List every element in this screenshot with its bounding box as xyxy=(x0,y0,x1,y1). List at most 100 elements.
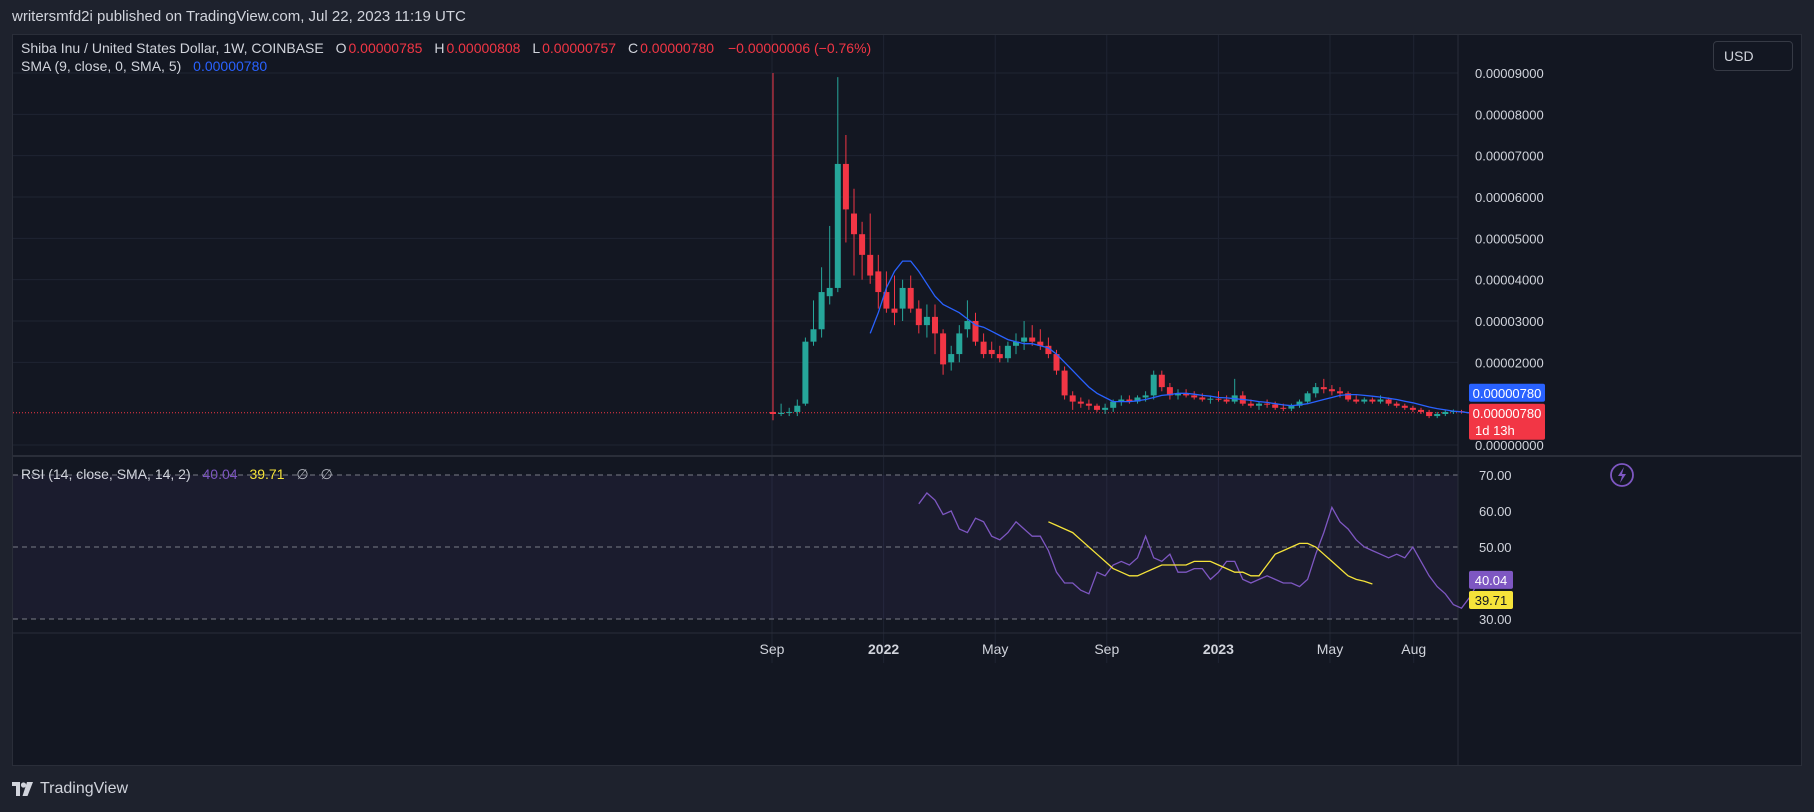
candle-body xyxy=(867,254,874,276)
candle xyxy=(1134,395,1141,404)
candle xyxy=(923,304,930,338)
candle-body xyxy=(1312,387,1319,394)
price-tick-label: 0.00000000 xyxy=(1475,438,1544,453)
candle xyxy=(1312,383,1319,398)
candle xyxy=(1150,370,1157,400)
candle xyxy=(794,399,801,417)
candle xyxy=(883,271,890,313)
candle-body xyxy=(1369,399,1376,402)
candle-body xyxy=(1126,399,1133,402)
candle-body xyxy=(932,316,938,334)
price-tick-label: 0.00006000 xyxy=(1475,190,1544,205)
candle xyxy=(842,135,849,243)
candle-body xyxy=(826,287,833,297)
candle-body xyxy=(1110,401,1117,408)
rsi-value-badge-bg xyxy=(1469,570,1513,589)
sma-legend-value: 0.00000780 xyxy=(193,58,268,74)
tradingview-logo-icon xyxy=(12,782,33,796)
candle xyxy=(786,407,793,417)
candle xyxy=(1256,401,1262,410)
rsi-tick-label: 60.00 xyxy=(1479,504,1512,519)
candle-body xyxy=(1385,399,1392,404)
candle xyxy=(907,275,914,313)
last-price-badge-bg xyxy=(1469,403,1545,440)
price-tick-label: 0.00005000 xyxy=(1475,231,1544,246)
time-tick-label: May xyxy=(982,641,1008,657)
price-tick-label: 0.00009000 xyxy=(1475,66,1544,81)
candle-body xyxy=(1377,399,1384,402)
candle xyxy=(1409,405,1416,412)
candle xyxy=(1013,333,1019,355)
candle xyxy=(1215,391,1222,402)
candle-body xyxy=(842,163,849,210)
sma-legend[interactable]: SMA (9, close, 0, SMA, 5) 0.00000780 xyxy=(21,58,269,74)
candle-body xyxy=(875,271,882,293)
candle-body xyxy=(1296,401,1303,406)
candle-body xyxy=(988,349,995,355)
rsi-legend[interactable]: RSI (14, close, SMA, 14, 2) 40.04 39.71 … xyxy=(21,466,335,483)
sma-price-badge-bg xyxy=(1469,383,1545,402)
candle-body xyxy=(883,292,890,309)
candle-body xyxy=(1191,395,1198,398)
candle-body xyxy=(1361,399,1368,402)
candle xyxy=(778,403,785,417)
candle-body xyxy=(1069,395,1076,402)
candle-body xyxy=(1401,405,1408,408)
candle-body xyxy=(915,308,922,326)
candle xyxy=(899,279,906,321)
candle xyxy=(1320,378,1327,394)
sma-price-badge-label: 0.00000780 xyxy=(1473,386,1542,401)
rsi-ma-legend-value: 39.71 xyxy=(249,466,285,482)
null-symbol-1: ∅ xyxy=(296,466,309,482)
candle-body xyxy=(1085,403,1092,406)
lightning-icon-bolt xyxy=(1618,467,1626,483)
candle-body xyxy=(964,321,971,330)
candle xyxy=(1102,403,1109,414)
candle xyxy=(972,312,979,346)
candle xyxy=(1231,378,1238,404)
candle-body xyxy=(1158,374,1165,388)
candle xyxy=(1401,403,1408,410)
time-tick-label: 2023 xyxy=(1203,641,1234,657)
candle-body xyxy=(1288,405,1295,409)
candle-body xyxy=(1102,407,1109,410)
candle xyxy=(1353,395,1360,404)
time-tick-label: Aug xyxy=(1401,641,1426,657)
candle-body xyxy=(1418,409,1424,412)
last-price-badge: 0.00000780 1d 13h xyxy=(1469,403,1545,440)
candle-body xyxy=(891,308,898,313)
rsi-legend-value: 40.04 xyxy=(202,466,238,482)
candle xyxy=(1158,370,1165,392)
candle xyxy=(1166,383,1173,400)
candle-body xyxy=(859,234,866,255)
legend-low-label: L xyxy=(532,40,541,56)
chart-canvas[interactable]: 0.00009000 0.00008000 0.00007000 0.00006000… xyxy=(13,35,1802,766)
candle-body xyxy=(1215,398,1222,400)
rsi-value-badge: 40.04 xyxy=(1469,570,1513,589)
main-legend[interactable]: Shiba Inu / United States Dollar, 1W, CO… xyxy=(21,40,873,56)
candle xyxy=(1077,397,1084,408)
footer-brand[interactable]: TradingView xyxy=(12,780,128,798)
currency-selector[interactable]: USD xyxy=(1713,41,1793,71)
rsi-axis: 70.00 60.00 50.00 30.00 xyxy=(1479,468,1512,627)
candle-body xyxy=(1166,387,1173,396)
candle-body xyxy=(1223,399,1230,402)
candle xyxy=(1199,393,1206,402)
candle xyxy=(1004,341,1011,363)
candle-body xyxy=(1247,403,1254,406)
candle xyxy=(826,225,833,305)
candle xyxy=(1434,411,1441,419)
candle-body xyxy=(972,321,979,342)
rsi-legend-label[interactable]: RSI (14, close, SMA, 14, 2) xyxy=(21,466,191,482)
candle-body xyxy=(1207,398,1214,400)
candle-body xyxy=(1393,403,1400,406)
sma-legend-label[interactable]: SMA (9, close, 0, SMA, 5) xyxy=(21,58,182,74)
lightning-icon[interactable] xyxy=(1610,463,1634,487)
legend-symbol[interactable]: Shiba Inu / United States Dollar, 1W, CO… xyxy=(21,40,324,56)
chart-frame[interactable]: 0.00009000 0.00008000 0.00007000 0.00006000… xyxy=(12,34,1802,766)
candle xyxy=(1021,321,1028,350)
candle xyxy=(834,77,841,293)
candle-body xyxy=(996,354,1003,359)
candle xyxy=(1223,395,1230,404)
time-tick-label: Sep xyxy=(760,641,785,657)
